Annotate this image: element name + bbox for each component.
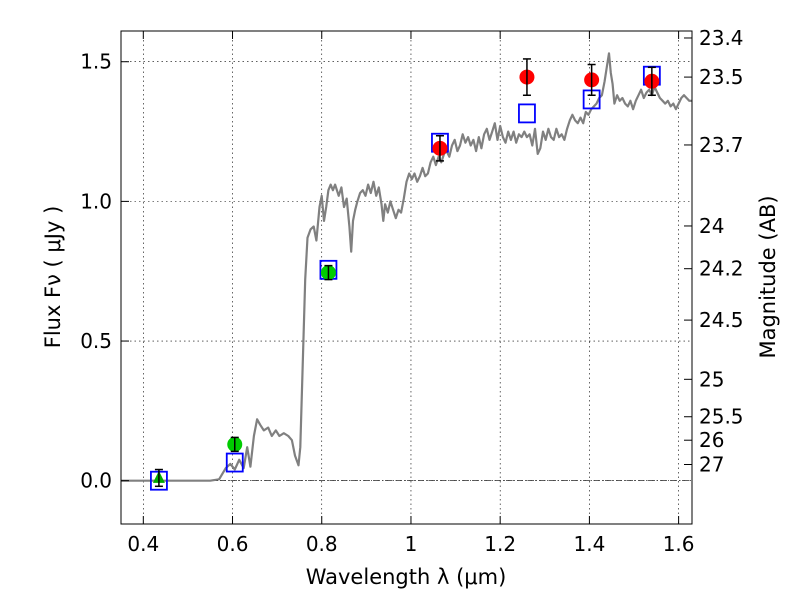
right-tick-label: 23.4 bbox=[699, 26, 744, 50]
right-tick-label: 23.5 bbox=[699, 65, 744, 89]
right-tick-label: 25 bbox=[699, 367, 724, 391]
x-tick-label: 1 bbox=[405, 532, 418, 556]
x-tick-label: 1.4 bbox=[573, 532, 605, 556]
right-tick-label: 25.5 bbox=[699, 405, 744, 429]
model-spectrum-line bbox=[121, 52, 692, 482]
x-tick-label: 0.6 bbox=[217, 532, 249, 556]
y-tick-label: 0.5 bbox=[80, 329, 112, 353]
x-axis-label: Wavelength λ (μm) bbox=[306, 565, 507, 589]
right-tick-label: 24 bbox=[699, 214, 724, 238]
x-tick-label: 1.2 bbox=[484, 532, 516, 556]
right-tick-label: 27 bbox=[699, 453, 724, 477]
right-tick-label: 24.2 bbox=[699, 257, 744, 281]
axes: 0.4 0.6 0.8 1 1.2 1.4 1.6 0.0 0.5 1.0 1.5 23.4 23.5 2… bbox=[80, 26, 743, 556]
y-tick-label: 1.5 bbox=[80, 50, 112, 74]
x-tick-label: 0.4 bbox=[127, 532, 159, 556]
plot-area bbox=[121, 52, 692, 491]
x-tick-label: 1.6 bbox=[663, 532, 695, 556]
model-point-square bbox=[225, 452, 244, 473]
model-point-square bbox=[518, 103, 536, 124]
right-tick-label: 26 bbox=[699, 428, 724, 452]
y-axis-label: Flux Fν ( μJy ) bbox=[41, 206, 65, 349]
grid bbox=[121, 31, 692, 524]
plot-clip bbox=[121, 52, 692, 491]
y-tick-label: 1.0 bbox=[80, 189, 112, 213]
right-axis-label: Magnitude (AB) bbox=[756, 195, 780, 358]
y-tick-label: 0.0 bbox=[80, 469, 112, 493]
plot-frame bbox=[120, 30, 693, 525]
x-tick-label: 0.8 bbox=[306, 532, 338, 556]
right-tick-label: 23.7 bbox=[699, 133, 744, 157]
right-tick-label: 24.5 bbox=[699, 308, 744, 332]
